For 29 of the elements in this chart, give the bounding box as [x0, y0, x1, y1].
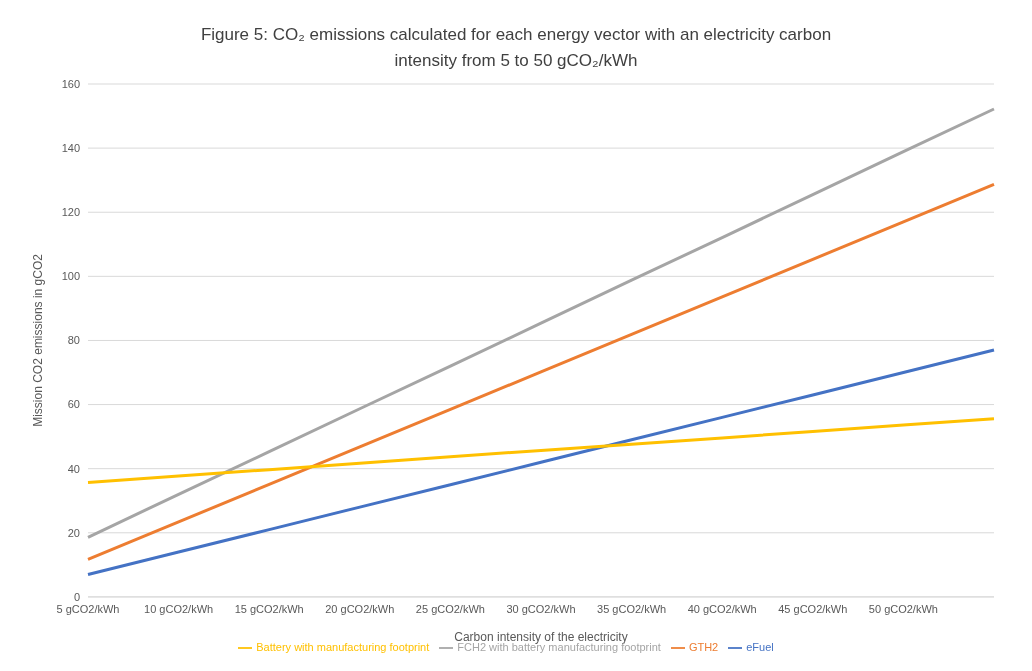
y-tick-label: 40 [67, 462, 80, 475]
x-tick-label: 45 gCO2/kWh [778, 602, 848, 615]
y-tick-label: 0 [73, 590, 80, 603]
x-tick-label: 10 gCO2/kWh [144, 602, 214, 615]
x-tick-label: 35 gCO2/kWh [597, 602, 667, 615]
line-series [86, 107, 996, 539]
x-tick-label: 40 gCO2/kWh [687, 602, 757, 615]
y-tick-label: 100 [61, 270, 80, 283]
y-tick-label: 60 [67, 398, 80, 411]
legend-label: Battery with manufacturing footprint [256, 640, 430, 653]
y-tick-label: 160 [61, 77, 80, 90]
chart-title: Figure 5: CO₂ emissions calculated for each energy vector with an electricity carbon intensity from 5 to 50 gCO₂/kWh [199, 24, 833, 72]
x-axis-title: Carbon intensity of the electricity [454, 629, 628, 644]
y-axis-title: Mission CO2 emissions in gCO2 [31, 253, 46, 427]
line-series [86, 348, 996, 576]
line-series [86, 182, 996, 561]
legend-label: eFuel [746, 640, 774, 653]
line-series [86, 417, 996, 484]
x-tick-label: 5 gCO2/kWh [56, 602, 120, 615]
y-tick-label: 120 [61, 206, 80, 219]
x-tick-label: 30 gCO2/kWh [506, 602, 576, 615]
y-tick-label: 80 [67, 334, 80, 347]
x-tick-label: 15 gCO2/kWh [234, 602, 304, 615]
x-tick-label: 20 gCO2/kWh [325, 602, 395, 615]
legend-label: GTH2 [688, 640, 719, 653]
y-tick-label: 20 [67, 526, 80, 539]
x-tick-label: 50 gCO2/kWh [868, 602, 938, 615]
y-tick-label: 140 [61, 142, 80, 155]
x-tick-label: 25 gCO2/kWh [415, 602, 485, 615]
